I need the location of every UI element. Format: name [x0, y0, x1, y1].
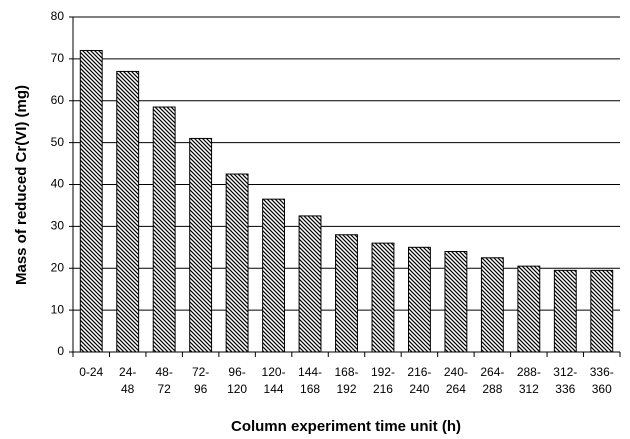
- y-tick-label: 40: [51, 177, 65, 191]
- x-tick-label: 120-144: [261, 365, 286, 396]
- bar: [444, 251, 468, 353]
- x-tick-label: 168-192: [334, 365, 359, 396]
- x-tick-label: 264-288: [480, 365, 505, 396]
- y-tick-label: 50: [51, 135, 65, 149]
- bar: [298, 215, 322, 353]
- bar: [371, 242, 395, 353]
- x-tick-label: 192-216: [370, 365, 395, 396]
- y-tick-label: 60: [51, 93, 65, 107]
- x-tick-label: 96-120: [227, 365, 248, 396]
- y-tick-label: 30: [51, 219, 65, 233]
- x-tick-label: 312-336: [553, 365, 578, 396]
- bar: [517, 265, 541, 353]
- bar: [335, 234, 358, 353]
- y-tick-label: 80: [51, 9, 65, 23]
- y-tick-label: 10: [51, 302, 65, 316]
- x-tick-label: 48-72: [155, 365, 173, 396]
- bar: [480, 257, 504, 353]
- bar: [225, 173, 249, 353]
- bar: [262, 198, 286, 353]
- bar: [407, 246, 431, 353]
- y-tick-label: 70: [51, 51, 65, 65]
- bar: [79, 50, 103, 353]
- x-tick-label: 24-48: [119, 365, 137, 396]
- y-tick-label: 20: [51, 260, 65, 274]
- bar: [553, 269, 577, 353]
- x-axis-label: Column experiment time unit (h): [231, 418, 461, 435]
- x-tick-label: 0-24: [79, 365, 104, 379]
- bar: [189, 137, 213, 353]
- y-axis-label: Mass of reduced Cr(VI) (mg): [13, 85, 30, 285]
- bar: [116, 70, 140, 353]
- x-tick-label: 72-96: [191, 365, 210, 396]
- x-tick-label: 144-168: [298, 365, 323, 396]
- bar: [590, 269, 614, 353]
- bar: [152, 106, 176, 353]
- x-tick-label: 336-360: [589, 365, 614, 396]
- x-tick-label: 216-240: [407, 365, 432, 396]
- x-tick-label: 240-264: [443, 365, 468, 396]
- y-tick-label: 0: [57, 344, 64, 358]
- x-tick-label: 288-312: [516, 365, 541, 396]
